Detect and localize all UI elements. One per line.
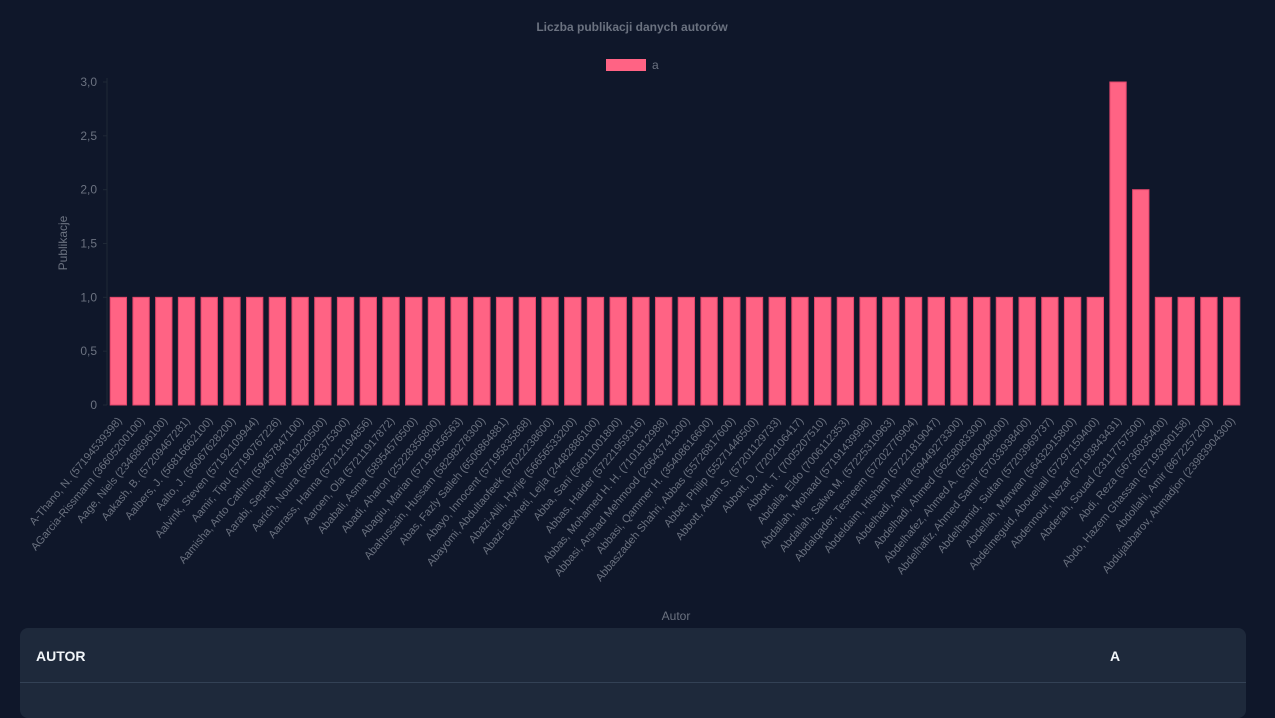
- bar: [859, 296, 877, 406]
- bar: [1154, 296, 1173, 406]
- table-header: AUTOR A: [20, 628, 1246, 683]
- y-tick-label: 0: [90, 398, 97, 412]
- bar: [359, 296, 377, 406]
- bar: [564, 296, 582, 406]
- header-cell: A: [1110, 648, 1121, 664]
- bar: [950, 296, 968, 406]
- bar: [814, 296, 832, 406]
- bar: [1177, 296, 1195, 406]
- bar: [1086, 296, 1104, 406]
- bar: [609, 296, 627, 406]
- bar: [632, 296, 650, 406]
- table: AUTOR A: [20, 628, 1246, 718]
- bar: [995, 296, 1014, 406]
- bar: [109, 296, 128, 406]
- bar: [382, 296, 400, 406]
- bar: [882, 296, 900, 406]
- bar: [1132, 189, 1150, 406]
- bar: [768, 296, 786, 406]
- bar: [700, 296, 718, 406]
- bar: [836, 296, 855, 406]
- bar: [246, 296, 264, 406]
- x-tick-label: Aage, Niels (23468696100): [75, 415, 170, 525]
- bar: [405, 296, 423, 406]
- bar: [1222, 296, 1241, 406]
- bar: [291, 296, 309, 406]
- y-tick-label: 2,5: [80, 129, 97, 143]
- header-cell: AUTOR: [36, 648, 86, 664]
- bar: [200, 296, 218, 406]
- bar: [904, 296, 923, 406]
- bar: [495, 296, 514, 406]
- bar: [745, 296, 764, 406]
- bar: [1109, 81, 1127, 406]
- bar: [314, 296, 332, 406]
- legend-swatch: [606, 59, 646, 71]
- bar: [927, 296, 945, 406]
- bar: [223, 296, 241, 406]
- bar: [155, 296, 173, 406]
- bar: [450, 296, 468, 406]
- y-axis-title: Publikacje: [56, 215, 70, 270]
- y-tick-label: 0,5: [80, 344, 97, 358]
- bar: [177, 296, 196, 406]
- bar: [132, 296, 150, 406]
- page: {"chart_data": {"type": "bar", "title": …: [20, 20, 1246, 718]
- bar: [723, 296, 741, 406]
- legend-label: a: [652, 58, 659, 72]
- bar: [1018, 296, 1036, 406]
- bar: [541, 296, 559, 406]
- y-tick-label: 2,0: [80, 183, 97, 197]
- bar: [336, 296, 355, 406]
- bar: [1063, 296, 1082, 406]
- y-tick-label: 3,0: [80, 75, 97, 89]
- bar: [473, 296, 491, 406]
- bar: [677, 296, 696, 406]
- y-tick-label: 1,5: [80, 237, 97, 251]
- bar: [268, 296, 287, 406]
- bar: [427, 296, 446, 406]
- bar: [518, 296, 536, 406]
- chart: Liczba publikacji danych autorów Autor P…: [27, 20, 1241, 623]
- bar: [1200, 296, 1218, 406]
- y-tick-label: 1,0: [80, 290, 97, 304]
- bar: [973, 296, 991, 406]
- chart-title: Liczba publikacji danych autorów: [536, 20, 728, 34]
- bar: [654, 296, 673, 406]
- bar: [791, 296, 809, 406]
- x-axis-title: Autor: [662, 609, 691, 623]
- bar: [1041, 296, 1059, 406]
- bar: [586, 296, 605, 406]
